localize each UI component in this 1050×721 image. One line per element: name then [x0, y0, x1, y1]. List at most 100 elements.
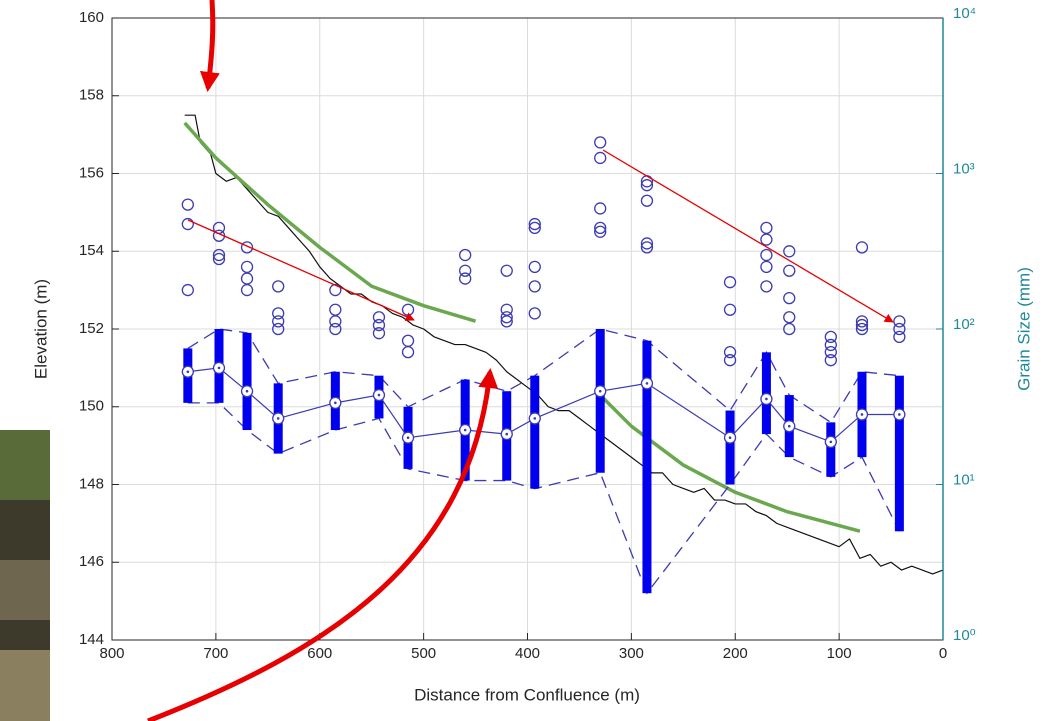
point — [640, 194, 654, 207]
marks — [181, 114, 944, 595]
x-tick-label: 200 — [723, 645, 748, 662]
photo-ground — [0, 560, 50, 620]
point — [240, 241, 254, 254]
point — [723, 354, 737, 367]
point — [212, 252, 226, 266]
point — [783, 322, 796, 336]
point — [783, 291, 796, 305]
point — [855, 318, 869, 332]
point — [760, 221, 773, 235]
callout-arrow — [147, 368, 499, 721]
y2-tick-label: 10³ — [953, 160, 975, 177]
point — [783, 264, 796, 277]
point — [594, 202, 607, 215]
y2-axis-label: Grain Size (mm) — [1014, 267, 1033, 391]
point — [272, 307, 285, 320]
point — [459, 264, 472, 277]
point — [893, 322, 906, 336]
callout-arrow — [199, 0, 220, 92]
point — [528, 307, 541, 320]
photo-debris — [0, 650, 50, 721]
point — [372, 311, 386, 324]
median-dot — [765, 397, 768, 401]
photo-strip — [0, 430, 50, 721]
line — [184, 114, 944, 575]
whisker-line — [187, 328, 900, 424]
photo-foliage — [0, 430, 50, 500]
range-bar — [242, 332, 252, 431]
point — [824, 338, 837, 352]
y-tick-label: 158 — [79, 87, 104, 104]
point — [181, 283, 194, 297]
median-dot — [787, 424, 791, 428]
point — [855, 315, 869, 328]
median-dot — [505, 432, 509, 436]
point — [594, 225, 607, 238]
range-bar — [894, 375, 904, 532]
range-bar — [725, 410, 735, 485]
point — [500, 315, 513, 328]
point — [723, 303, 737, 316]
range-bar — [530, 375, 540, 489]
median-dot — [406, 436, 410, 439]
trend-arrow — [187, 219, 415, 321]
median-dot — [533, 417, 537, 420]
labels: 800 700 600 500 400 300 200 100 0 144 146 148 150 152… — [79, 5, 976, 662]
x-tick-label: 400 — [515, 645, 540, 662]
y-tick-label: 154 — [79, 242, 104, 259]
point — [528, 217, 541, 231]
y-tick-label: 148 — [79, 475, 104, 492]
point — [760, 260, 773, 274]
point — [528, 280, 541, 293]
point — [855, 241, 869, 254]
x-tick-label: 100 — [827, 645, 852, 662]
x-tick-label: 300 — [619, 645, 644, 662]
point — [640, 237, 654, 250]
point — [181, 198, 194, 211]
point — [181, 217, 194, 231]
median-dot — [276, 417, 280, 420]
point — [893, 315, 906, 328]
point — [855, 322, 869, 336]
whisker-line — [187, 402, 900, 595]
point — [824, 330, 837, 344]
range-bar — [826, 422, 836, 477]
line — [598, 393, 861, 533]
point — [329, 322, 342, 336]
point — [594, 136, 607, 149]
point — [783, 311, 796, 324]
range-bar — [595, 329, 605, 473]
median-dot — [334, 401, 337, 405]
y-tick-label: 152 — [79, 320, 104, 337]
point — [272, 322, 285, 336]
median-dot — [463, 428, 467, 432]
point — [760, 233, 773, 246]
point — [594, 221, 607, 235]
point — [212, 248, 226, 262]
annotations — [147, 0, 894, 721]
point — [528, 221, 541, 235]
point — [824, 354, 837, 367]
point — [272, 280, 285, 293]
point — [372, 318, 386, 332]
point — [329, 315, 342, 328]
median-dot — [598, 389, 602, 393]
point — [459, 272, 472, 285]
median-dot — [728, 436, 732, 439]
range-bar — [642, 340, 652, 594]
y2-tick-label: 10⁰ — [953, 627, 976, 644]
point — [500, 311, 513, 324]
y2-tick-label: 10⁴ — [953, 5, 976, 22]
y2-tick-label: 10¹ — [953, 471, 975, 488]
point — [401, 345, 415, 359]
y-tick-label: 146 — [79, 553, 104, 570]
x-tick-label: 800 — [99, 645, 124, 662]
point — [723, 345, 737, 359]
y-tick-label: 150 — [79, 398, 104, 415]
x-tick-label: 0 — [939, 645, 947, 662]
median-dot — [829, 440, 833, 444]
point — [723, 276, 737, 289]
y-tick-label: 144 — [79, 631, 104, 648]
median-line — [187, 367, 900, 443]
